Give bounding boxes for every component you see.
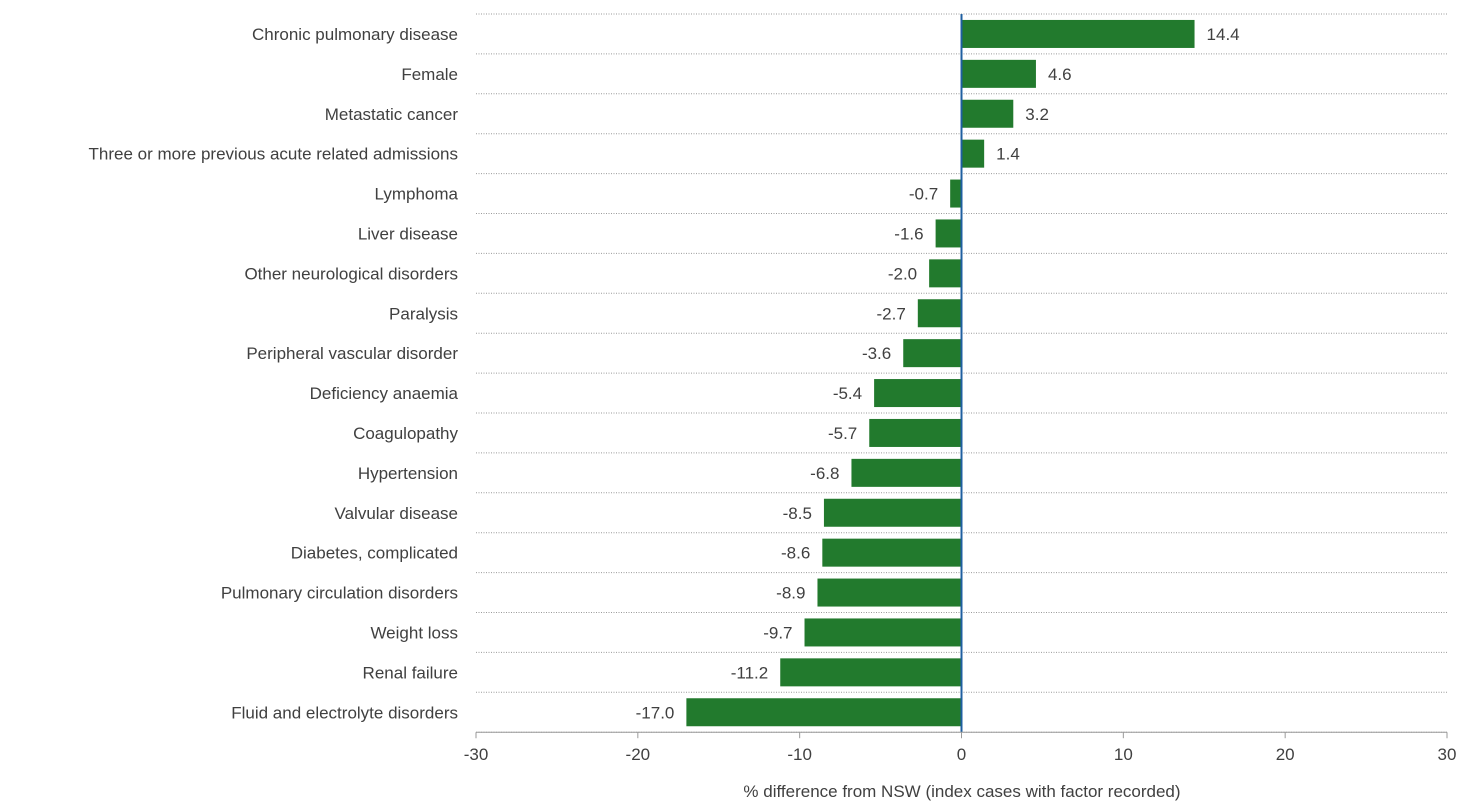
category-label: Diabetes, complicated: [291, 544, 458, 563]
x-tick-label: -20: [626, 745, 651, 764]
value-labels: 14.4 4.6 3.2 1.4 -0.7 -1.6 -2.0 -2.7 -3.6 -5.4 -5.…: [636, 25, 1240, 722]
bar: [961, 59, 1036, 88]
value-label: 14.4: [1207, 25, 1240, 44]
x-axis-title: % difference from NSW (index cases with …: [743, 782, 1180, 801]
value-label: -2.7: [877, 304, 906, 323]
category-label: Valvular disease: [335, 504, 458, 523]
x-axis-ticks: -30 -20 -10 0 10 20 30: [464, 731, 1457, 764]
category-label: Renal failure: [363, 663, 458, 682]
x-tick-label: -30: [464, 745, 489, 764]
value-label: 3.2: [1025, 105, 1049, 124]
value-label: -0.7: [909, 185, 938, 204]
bar: [950, 179, 962, 208]
value-label: -5.7: [828, 424, 857, 443]
bar: [822, 538, 962, 567]
bar: [929, 259, 962, 288]
bar: [874, 379, 962, 408]
value-label: -8.5: [783, 504, 812, 523]
category-label: Weight loss: [370, 623, 458, 642]
category-label: Chronic pulmonary disease: [252, 25, 458, 44]
bar: [903, 339, 962, 368]
bar: [961, 139, 985, 168]
bar: [935, 219, 962, 248]
category-labels: Chronic pulmonary disease Female Metastati…: [89, 25, 459, 722]
category-label: Paralysis: [389, 304, 458, 323]
value-label: -9.7: [763, 623, 792, 642]
value-label: -1.6: [894, 224, 923, 243]
value-label: -5.4: [833, 384, 862, 403]
bars: [686, 19, 1195, 727]
bar: [686, 698, 962, 727]
bar: [917, 299, 962, 328]
bar: [780, 658, 962, 687]
x-tick-label: -10: [787, 745, 812, 764]
category-label: Peripheral vascular disorder: [246, 344, 458, 363]
category-label: Coagulopathy: [353, 424, 458, 443]
bar: [961, 19, 1195, 48]
x-tick-label: 0: [957, 745, 966, 764]
x-tick-label: 30: [1438, 745, 1457, 764]
category-label: Deficiency anaemia: [310, 384, 459, 403]
value-label: -3.6: [862, 344, 891, 363]
value-label: -2.0: [888, 264, 917, 283]
category-label: Pulmonary circulation disorders: [221, 584, 458, 603]
x-tick-label: 10: [1114, 745, 1133, 764]
category-label: Hypertension: [358, 464, 458, 483]
category-label: Lymphoma: [375, 185, 459, 204]
category-label: Liver disease: [358, 224, 458, 243]
category-label: Three or more previous acute related adm…: [89, 145, 458, 164]
value-label: -8.9: [776, 584, 805, 603]
value-label: -17.0: [636, 703, 675, 722]
bar: [823, 498, 962, 527]
value-label: -8.6: [781, 544, 810, 563]
x-tick-label: 20: [1276, 745, 1295, 764]
bar: [851, 458, 962, 487]
bar: [869, 418, 962, 447]
value-label: -6.8: [810, 464, 839, 483]
value-label: 4.6: [1048, 65, 1072, 84]
category-label: Metastatic cancer: [325, 105, 459, 124]
value-label: -11.2: [731, 663, 769, 682]
bar: [817, 578, 962, 607]
category-label: Female: [401, 65, 458, 84]
category-label: Other neurological disorders: [244, 264, 458, 283]
value-label: 1.4: [996, 145, 1020, 164]
bar: [961, 99, 1014, 128]
category-label: Fluid and electrolyte disorders: [231, 703, 458, 722]
bar: [804, 618, 962, 647]
